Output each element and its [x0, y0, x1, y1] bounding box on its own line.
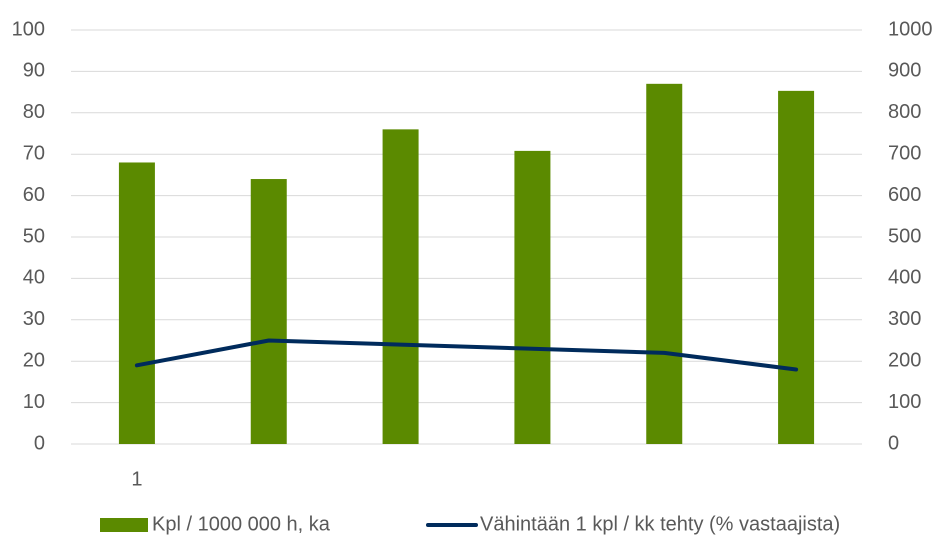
y2-tick-label: 100 [888, 391, 921, 413]
legend-label: Vähintään 1 kpl / kk tehty (% vastaajist… [480, 513, 840, 535]
y-tick-label: 80 [23, 101, 45, 123]
bar [382, 129, 419, 445]
y-tick-label: 40 [23, 267, 45, 289]
y2-tick-label: 400 [888, 267, 921, 289]
bar [250, 179, 287, 445]
y2-tick-label: 900 [888, 60, 921, 82]
line [134, 338, 799, 372]
y2-tick-label: 1000 [888, 18, 933, 40]
y-tick-label: 10 [23, 391, 45, 413]
y-tick-label: 90 [23, 60, 45, 82]
y-tick-label: 0 [34, 432, 45, 454]
y2-tick-label: 300 [888, 308, 921, 330]
y2-tick-label: 0 [888, 432, 899, 454]
y-tick-label: 30 [23, 308, 45, 330]
bar [778, 90, 815, 444]
y2-tick-label: 200 [888, 349, 921, 371]
y2-tick-label: 500 [888, 225, 921, 247]
legend-label: Kpl / 1000 000 h, ka [152, 513, 331, 535]
bar [118, 162, 155, 445]
y-tick-label: 50 [23, 225, 45, 247]
y2-tick-label: 800 [888, 101, 921, 123]
bar [646, 83, 683, 444]
y2-tick-label: 600 [888, 184, 921, 206]
y-tick-label: 60 [23, 184, 45, 206]
y-tick-label: 70 [23, 142, 45, 164]
y-tick-label: 20 [23, 349, 45, 371]
legend-swatch [100, 518, 148, 532]
x-tick-label: 1 [131, 468, 142, 490]
bar [514, 150, 551, 444]
y2-tick-label: 700 [888, 142, 921, 164]
y-tick-label: 100 [12, 18, 45, 40]
